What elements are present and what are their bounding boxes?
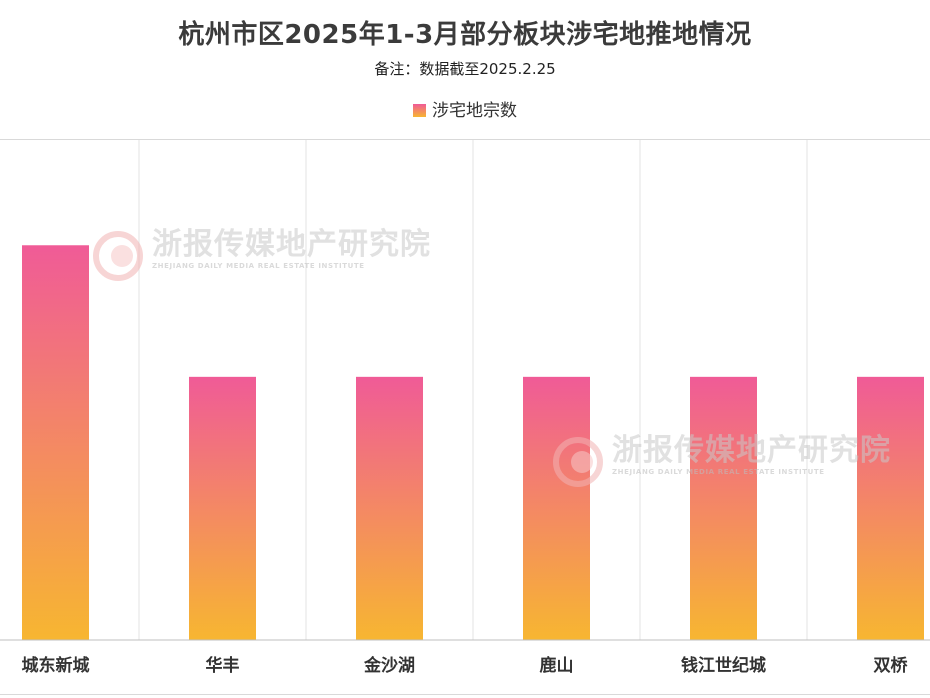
x-tick-label: 双桥 bbox=[874, 656, 909, 676]
bar-0 bbox=[22, 245, 89, 640]
legend: 涉宅地宗数 bbox=[0, 96, 930, 121]
x-tick-label: 华丰 bbox=[206, 655, 240, 676]
bar-5 bbox=[857, 376, 924, 640]
bar-1 bbox=[189, 376, 256, 640]
chart-title: 杭州市区2025年1-3月部分板块涉宅地推地情况 bbox=[178, 20, 752, 50]
watermark-logo-icon bbox=[93, 231, 143, 281]
plot-top-border bbox=[0, 139, 930, 140]
x-tick-label: 鹿山 bbox=[540, 655, 574, 676]
watermark-text: 浙报传媒地产研究院 bbox=[152, 227, 431, 262]
watermark-text: 浙报传媒地产研究院 bbox=[612, 433, 891, 468]
legend-label: 涉宅地宗数 bbox=[432, 101, 517, 121]
watermark-logo-icon bbox=[553, 437, 603, 487]
x-tick-label: 金沙湖 bbox=[363, 655, 415, 676]
x-tick-label: 钱江世纪城 bbox=[681, 655, 766, 676]
watermark-subtext: ZHEJIANG DAILY MEDIA REAL ESTATE INSTITU… bbox=[152, 262, 365, 270]
bar-3 bbox=[523, 376, 590, 640]
x-tick-label: 城东新城 bbox=[22, 655, 90, 676]
chart-subtitle: 备注：数据截至2025.2.25 bbox=[374, 60, 556, 78]
watermark-subtext: ZHEJIANG DAILY MEDIA REAL ESTATE INSTITU… bbox=[612, 468, 825, 476]
bar-4 bbox=[690, 376, 757, 640]
legend-swatch bbox=[413, 104, 426, 117]
bar-2 bbox=[356, 376, 423, 640]
chart-bottom-border bbox=[0, 694, 930, 695]
